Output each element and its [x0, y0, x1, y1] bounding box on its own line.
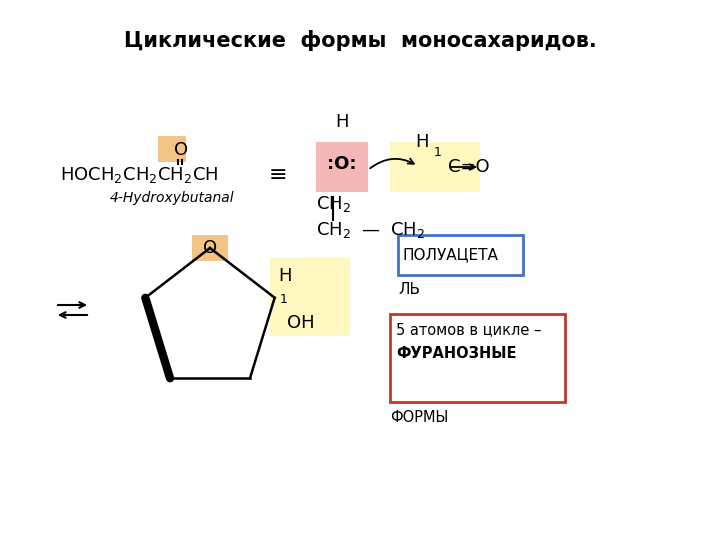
Text: ФОРМЫ: ФОРМЫ	[390, 410, 449, 426]
Bar	[316, 142, 368, 192]
Bar	[390, 142, 480, 192]
Text: CH$_2$: CH$_2$	[316, 220, 351, 240]
Text: 4-Hydroxybutanal: 4-Hydroxybutanal	[110, 191, 235, 205]
Text: ПОЛУАЦЕТА: ПОЛУАЦЕТА	[403, 247, 499, 262]
Bar	[390, 314, 565, 402]
Text: Циклические  формы  моносахаридов.: Циклические формы моносахаридов.	[124, 30, 596, 51]
Text: 5 атомов в цикле –: 5 атомов в цикле –	[396, 322, 541, 338]
Text: CH$_2$: CH$_2$	[390, 220, 425, 240]
Text: H: H	[278, 267, 292, 285]
Text: ФУРАНОЗНЫЕ: ФУРАНОЗНЫЕ	[396, 347, 516, 361]
Text: H: H	[415, 133, 428, 151]
Text: —: —	[361, 221, 379, 239]
Text: HOCH$_2$CH$_2$CH$_2$CH: HOCH$_2$CH$_2$CH$_2$CH	[60, 165, 218, 185]
Text: O: O	[174, 141, 188, 159]
Text: C=O: C=O	[448, 158, 490, 176]
Bar	[270, 258, 350, 336]
Text: O: O	[203, 239, 217, 257]
Bar	[192, 235, 228, 261]
Text: :O:: :O:	[328, 155, 356, 173]
Bar	[398, 235, 523, 275]
Text: ЛЬ: ЛЬ	[398, 282, 420, 298]
Text: 1: 1	[434, 145, 442, 159]
Text: ≡: ≡	[269, 165, 287, 185]
Text: OH: OH	[287, 314, 315, 332]
Text: CH$_2$: CH$_2$	[316, 194, 351, 214]
Bar	[158, 136, 186, 162]
Text: H: H	[336, 113, 348, 131]
Text: 1: 1	[279, 293, 287, 306]
